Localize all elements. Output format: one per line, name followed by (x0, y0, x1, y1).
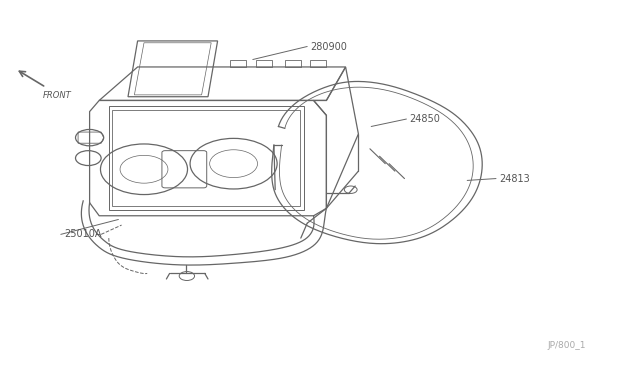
Text: 24850: 24850 (410, 114, 440, 124)
Text: 24813: 24813 (499, 174, 530, 183)
Text: 25010A: 25010A (64, 230, 102, 239)
Text: 280900: 280900 (310, 42, 348, 51)
Text: FRONT: FRONT (43, 91, 72, 100)
Text: JP/800_1: JP/800_1 (547, 341, 586, 350)
